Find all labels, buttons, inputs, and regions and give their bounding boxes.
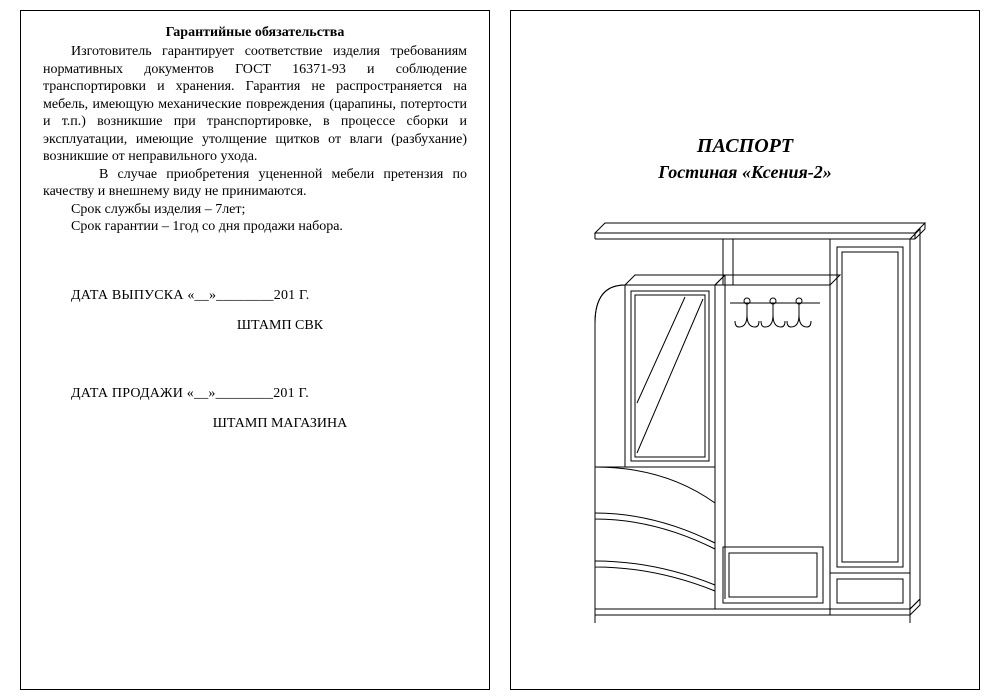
warranty-title: Гарантийные обязательства xyxy=(43,25,467,41)
stamp-store: ШТАМП МАГАЗИНА xyxy=(43,416,467,432)
issue-block: ДАТА ВЫПУСКА «__»________201 Г. ШТАМП СВ… xyxy=(43,288,467,334)
warranty-period: Срок гарантии – 1год со дня продажи набо… xyxy=(43,218,467,236)
passport-title: ПАСПОРТ xyxy=(697,135,793,158)
furniture-diagram xyxy=(555,203,935,643)
date-sale-label: ДАТА ПРОДАЖИ «__»________201 Г. xyxy=(43,386,467,402)
stamp-svk: ШТАМП СВК xyxy=(43,318,467,334)
service-life: Срок службы изделия – 7лет; xyxy=(43,201,467,219)
date-issue-label: ДАТА ВЫПУСКА «__»________201 Г. xyxy=(43,288,467,304)
warranty-para2: В случае приобретения уцененной мебели п… xyxy=(43,166,467,201)
warranty-body: Изготовитель гарантирует соответствие из… xyxy=(43,43,467,166)
right-page: ПАСПОРТ Гостиная «Ксения-2» xyxy=(510,10,980,690)
left-page: Гарантийные обязательства Изготовитель г… xyxy=(20,10,490,690)
passport-subtitle: Гостиная «Ксения-2» xyxy=(658,162,831,183)
sale-block: ДАТА ПРОДАЖИ «__»________201 Г. ШТАМП МА… xyxy=(43,386,467,432)
